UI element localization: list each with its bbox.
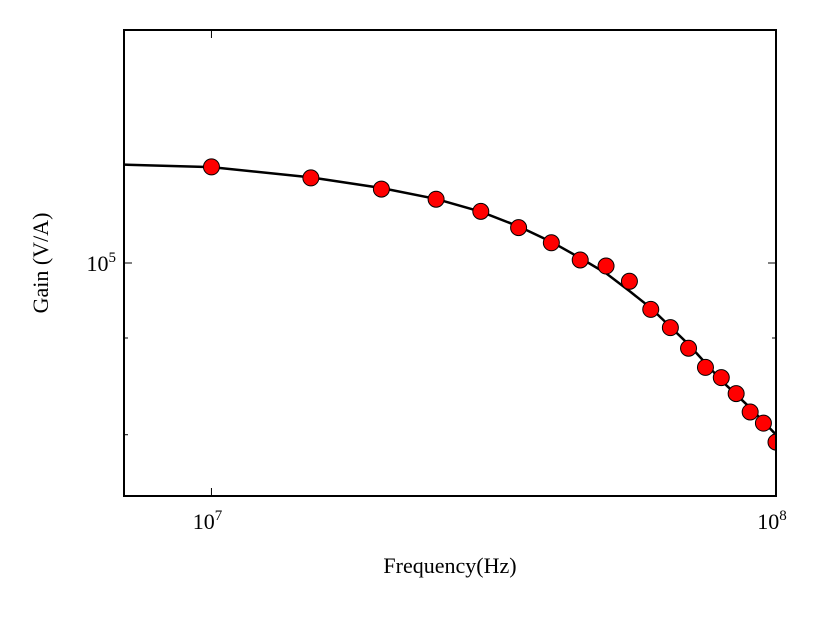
data-point	[302, 169, 320, 187]
fit-line	[124, 163, 776, 436]
data-point	[727, 385, 745, 403]
data-point	[696, 358, 714, 376]
data-point	[372, 180, 390, 198]
y-tick-label-exponent: 5	[109, 250, 117, 266]
data-point	[741, 403, 759, 421]
plot-frame	[123, 29, 777, 497]
y-tick-label: 105	[87, 250, 117, 276]
data-point	[642, 300, 660, 318]
x-axis-label: Frequency(Hz)	[383, 553, 516, 578]
data-point	[754, 414, 772, 432]
data-point	[680, 339, 698, 357]
data-point	[427, 190, 445, 208]
data-point	[472, 202, 490, 220]
data-point	[202, 158, 220, 176]
x-tick-label-exponent: 8	[779, 508, 787, 524]
data-point	[542, 234, 560, 252]
y-tick-label-base: 10	[87, 251, 109, 276]
data-point	[571, 251, 589, 269]
data-point	[510, 219, 528, 237]
x-tick-label: 108	[757, 508, 787, 534]
x-tick-label: 107	[193, 508, 223, 534]
markers	[202, 158, 776, 451]
data-point	[620, 272, 638, 290]
x-tick-label-base: 10	[757, 509, 779, 534]
data-point	[661, 319, 679, 337]
data-point	[597, 257, 615, 275]
x-tick-label-base: 10	[193, 509, 215, 534]
data-point	[712, 369, 730, 387]
x-tick-label-exponent: 7	[215, 508, 223, 524]
y-axis-label: Gain (V/A)	[28, 213, 53, 314]
data-point	[767, 433, 776, 451]
